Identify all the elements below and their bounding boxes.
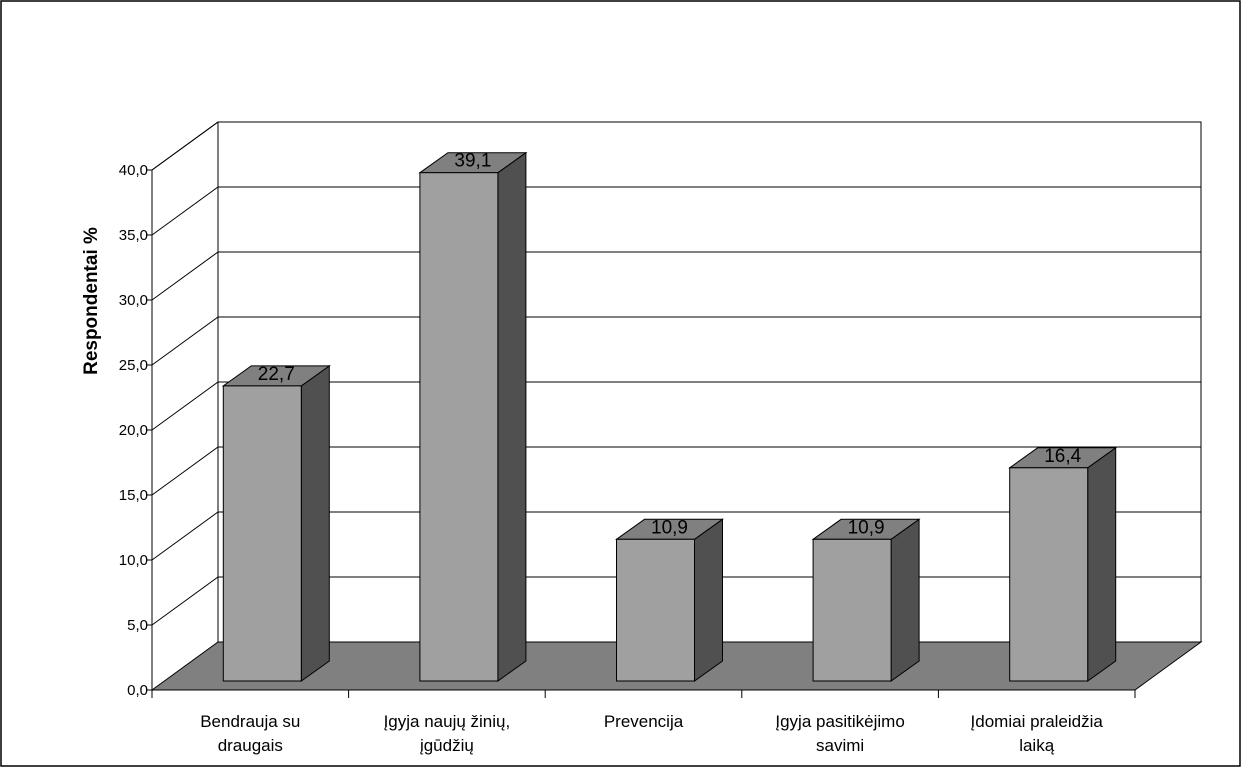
y-tick-label: 0,0 [127, 682, 148, 699]
bar [418, 151, 528, 682]
bar-value-label: 16,4 [1044, 446, 1081, 467]
y-tick-label: 40,0 [119, 162, 148, 179]
bar [1008, 446, 1118, 682]
y-tick-label: 35,0 [119, 227, 148, 244]
bars [221, 151, 1118, 682]
bar-side [300, 364, 330, 682]
x-category-label: Prevencija [604, 712, 684, 731]
bar-value-label: 10,9 [651, 517, 688, 538]
x-category-label: Įgyja naujų žinių, įgūdžių [384, 712, 511, 755]
x-category-label: Bendrauja su draugais [200, 712, 300, 755]
bar-value-label: 39,1 [454, 151, 491, 172]
bar [221, 364, 331, 682]
axes [146, 169, 1136, 698]
gridline [151, 121, 1201, 171]
bar-value-label: 10,9 [848, 517, 885, 538]
bar-front [419, 172, 499, 682]
x-category-label: Įdomiai praleidžia laiką [971, 712, 1104, 755]
gridline [151, 381, 1201, 431]
grid-lines [151, 121, 1201, 626]
gridline [151, 186, 1201, 236]
bar-side [497, 151, 527, 682]
y-axis-title: Respondentai % [81, 227, 102, 375]
gridline [151, 446, 1201, 496]
bar [811, 518, 921, 682]
gridline [151, 251, 1201, 301]
x-category-label: Įgyja pasitikėjimo savimi [775, 712, 904, 755]
bar-side [890, 518, 920, 682]
bar-front [616, 538, 695, 682]
y-tick-label: 10,0 [119, 552, 148, 569]
bar [614, 518, 725, 682]
bar-side [694, 518, 723, 682]
y-tick-label: 25,0 [119, 357, 148, 374]
bar-front [812, 538, 892, 682]
bar-side [1087, 446, 1117, 682]
y-tick-label: 20,0 [119, 422, 148, 439]
y-tick-label: 5,0 [127, 617, 148, 634]
gridline [151, 316, 1201, 366]
y-tick-label: 30,0 [119, 292, 148, 309]
labels: 0,0 5,0 10,0 15,0 20,0 25,0 30,0 35,0 40,0 22,7 39… [119, 151, 1104, 755]
bar-front [1009, 467, 1089, 682]
bar-value-label: 22,7 [258, 364, 295, 385]
y-tick-label: 15,0 [119, 487, 148, 504]
bar-front [222, 385, 302, 682]
gridline [151, 511, 1201, 561]
